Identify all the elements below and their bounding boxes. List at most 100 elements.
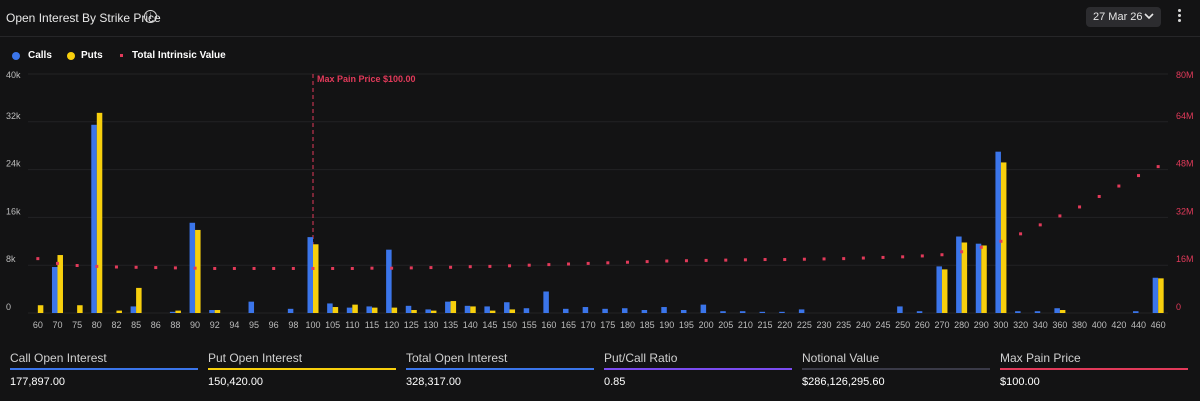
- x-tick-label: 145: [482, 320, 497, 330]
- expiry-date-select[interactable]: 27 Mar 26: [1086, 7, 1161, 27]
- intrinsic-value-point: [95, 264, 99, 268]
- intrinsic-value-point: [606, 261, 610, 265]
- x-tick-label: 95: [249, 320, 259, 330]
- x-tick-label: 420: [1111, 320, 1126, 330]
- calls-bar: [464, 305, 471, 313]
- calls-bar: [523, 308, 530, 313]
- stat-label: Put Open Interest: [208, 351, 303, 365]
- puts-bar: [352, 304, 358, 313]
- calls-bar: [995, 151, 1001, 313]
- calls-bar: [720, 311, 726, 313]
- info-icon[interactable]: i: [144, 10, 157, 23]
- stat-underline: [1000, 368, 1188, 370]
- calls-swatch: [12, 52, 20, 60]
- puts-bar: [57, 255, 63, 313]
- calls-bar: [936, 266, 942, 313]
- intrinsic-value-point: [586, 261, 590, 265]
- x-tick-label: 280: [954, 320, 969, 330]
- x-tick-label: 440: [1131, 320, 1146, 330]
- intrinsic-value-point: [213, 266, 217, 270]
- x-tick-label: 190: [659, 320, 674, 330]
- x-tick-label: 75: [72, 320, 82, 330]
- more-vertical-icon[interactable]: [1175, 9, 1183, 27]
- calls-bar: [130, 306, 137, 313]
- x-tick-label: 88: [170, 320, 180, 330]
- puts-bar: [961, 242, 968, 313]
- intrinsic-value-point: [920, 254, 924, 258]
- x-tick-label: 205: [718, 320, 733, 330]
- puts-bar: [981, 245, 987, 313]
- chart-title: Open Interest By Strike Price: [6, 11, 161, 25]
- intrinsic-value-point: [331, 266, 335, 270]
- calls-bar: [798, 309, 805, 313]
- x-tick-label: 225: [797, 320, 812, 330]
- calls-bar: [661, 307, 667, 313]
- intrinsic-value-point: [488, 264, 492, 268]
- x-tick-label: 185: [640, 320, 655, 330]
- puts-bar: [509, 309, 516, 313]
- intrinsic-value-point: [1137, 174, 1141, 178]
- intrinsic-value-point: [311, 266, 315, 270]
- intrinsic-value-point: [527, 263, 531, 267]
- calls-bar: [779, 311, 785, 313]
- summary-stats: Call Open Interest 177,897.00 Put Open I…: [0, 346, 1200, 401]
- intrinsic-value-point: [881, 255, 885, 259]
- intrinsic-value-point: [449, 265, 453, 269]
- intrinsic-value-point: [390, 266, 394, 270]
- puts-bar: [391, 307, 398, 313]
- x-tick-label: 85: [131, 320, 141, 330]
- intrinsic-value-point: [232, 266, 236, 270]
- intrinsic-value-point: [1078, 205, 1082, 209]
- x-tick-label: 86: [151, 320, 161, 330]
- calls-bar: [91, 124, 97, 313]
- calls-bar: [248, 301, 255, 313]
- intrinsic-value-point: [704, 258, 708, 262]
- x-tick-label: 250: [895, 320, 910, 330]
- y-right-tick-label: 16M: [1176, 254, 1194, 264]
- calls-bar: [386, 249, 392, 313]
- y-left-tick-label: 0: [6, 302, 11, 312]
- puts-bar: [96, 112, 103, 314]
- x-tick-label: 180: [620, 320, 635, 330]
- x-tick-label: 160: [541, 320, 556, 330]
- puts-swatch: [67, 52, 75, 60]
- intrinsic-value-point: [979, 245, 983, 249]
- x-tick-label: 175: [600, 320, 615, 330]
- x-tick-label: 200: [699, 320, 714, 330]
- intrinsic-value-point: [743, 258, 747, 262]
- calls-bar: [956, 236, 962, 313]
- puts-bar: [214, 310, 221, 313]
- calls-bar: [582, 307, 589, 313]
- y-left-tick-label: 8k: [6, 254, 16, 264]
- intrinsic-value-point: [960, 250, 964, 254]
- intrinsic-value-point: [822, 257, 826, 261]
- stat-value: 0.85: [604, 376, 626, 388]
- calls-bar: [1152, 277, 1159, 313]
- expiry-date-label: 27 Mar 26: [1093, 11, 1143, 23]
- calls-bar: [602, 308, 608, 313]
- x-tick-label: 135: [443, 320, 458, 330]
- intrinsic-value-point: [665, 259, 669, 263]
- x-tick-label: 230: [817, 320, 832, 330]
- x-tick-label: 130: [423, 320, 438, 330]
- intrinsic-value-point: [684, 259, 688, 263]
- calls-bar: [621, 308, 628, 313]
- y-left-tick-label: 16k: [6, 206, 21, 216]
- calls-bar: [641, 310, 648, 313]
- intrinsic-value-point: [940, 253, 944, 257]
- x-tick-label: 80: [92, 320, 102, 330]
- stat-label: Put/Call Ratio: [604, 351, 678, 365]
- x-tick-label: 70: [52, 320, 62, 330]
- x-tick-label: 290: [974, 320, 989, 330]
- intrinsic-value-point: [1117, 184, 1121, 188]
- legend-label-puts: Puts: [81, 50, 103, 61]
- puts-bar: [313, 244, 319, 313]
- x-tick-label: 220: [777, 320, 792, 330]
- calls-bar: [1054, 308, 1060, 313]
- x-tick-label: 82: [111, 320, 121, 330]
- x-tick-label: 165: [561, 320, 576, 330]
- stat-underline: [208, 368, 396, 370]
- calls-bar: [51, 266, 58, 313]
- x-tick-label: 110: [345, 320, 359, 330]
- intrinsic-value-point: [999, 239, 1003, 243]
